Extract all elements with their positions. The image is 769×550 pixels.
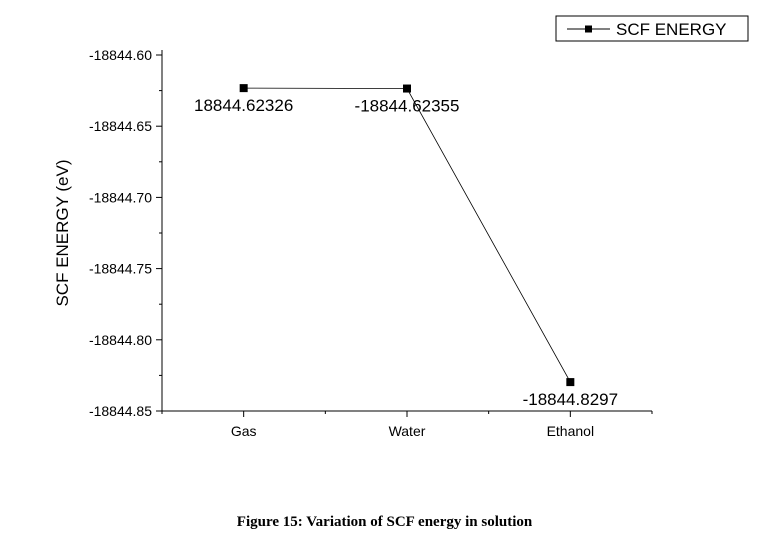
- legend-series-name: SCF ENERGY: [616, 20, 727, 39]
- series-group: [239, 84, 575, 387]
- data-label: 18844.62326: [194, 96, 293, 115]
- legend-marker: [585, 25, 592, 33]
- x-tick-label: Ethanol: [547, 423, 594, 439]
- y-tick-label: -18844.85: [89, 403, 152, 419]
- x-axis-ticks: Gas Water Ethanol: [161, 411, 653, 439]
- data-point-marker: [239, 84, 248, 93]
- y-tick-label: -18844.80: [89, 332, 152, 348]
- figure-caption: Figure 15: Variation of SCF energy in so…: [236, 514, 533, 530]
- y-tick-label: -18844.65: [89, 118, 152, 134]
- data-point-marker: [403, 84, 411, 93]
- data-label: -18844.8297: [523, 390, 618, 409]
- y-axis-ticks: -18844.60 -18844.65 -18844.70 -18844.75 -188…: [89, 47, 162, 419]
- line-chart: -18844.60 -18844.65 -18844.70 -18844.75 -188…: [53, 15, 749, 439]
- legend: SCF ENERGY: [555, 15, 749, 42]
- y-tick-label: -18844.75: [89, 261, 152, 277]
- data-labels: 18844.62326 -18844.62355 -18844.8297: [194, 96, 618, 409]
- y-tick-label: -18844.70: [89, 189, 152, 205]
- data-label: -18844.62355: [355, 97, 460, 116]
- y-tick-label: -18844.60: [89, 47, 152, 63]
- x-tick-label: Water: [389, 423, 426, 439]
- y-axis-label: SCF ENERGY (eV): [53, 159, 72, 306]
- series-line: [243, 87, 571, 383]
- x-tick-label: Gas: [231, 423, 257, 439]
- data-point-marker: [566, 378, 575, 387]
